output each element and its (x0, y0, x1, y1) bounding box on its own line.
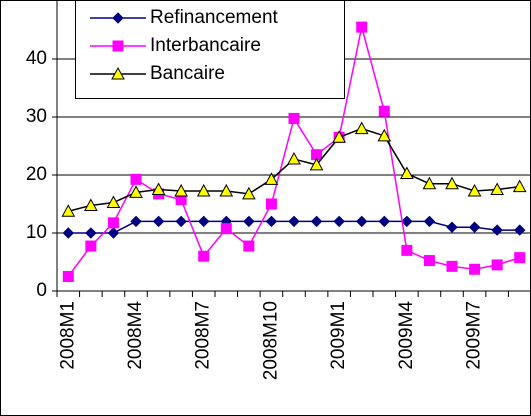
point (152, 215, 165, 228)
point (198, 250, 210, 262)
point (333, 215, 345, 228)
x-tick-label: 2009M7 (464, 301, 485, 370)
point (265, 198, 277, 210)
point (514, 224, 526, 236)
x-tick-label: 2008M1 (57, 301, 78, 370)
series (61, 121, 527, 217)
point (401, 244, 413, 256)
point (61, 204, 76, 217)
point (130, 173, 142, 185)
point (242, 186, 256, 200)
point (288, 215, 300, 228)
point (490, 182, 504, 195)
point (467, 183, 482, 197)
point (356, 21, 368, 33)
point (107, 227, 120, 239)
point (287, 152, 301, 165)
point (62, 271, 74, 282)
x-tick-label: 2008M10 (260, 301, 281, 380)
y-tick-label: 40 (26, 48, 47, 69)
point (62, 227, 74, 239)
point (491, 259, 503, 271)
legend: Refinancement Interbancaire Bancaire (75, 0, 345, 99)
point (469, 263, 481, 275)
point (174, 183, 188, 197)
point (264, 172, 279, 185)
point (514, 252, 526, 264)
point (401, 215, 413, 228)
point (130, 215, 142, 228)
point (196, 183, 211, 197)
series (62, 215, 526, 239)
point (85, 227, 97, 239)
point (310, 215, 323, 228)
point (423, 215, 436, 228)
point (468, 221, 481, 233)
point (354, 121, 369, 135)
point (378, 215, 390, 228)
point (106, 195, 121, 209)
x-tick-label: 2009M4 (396, 301, 417, 370)
y-tick-label: 20 (26, 164, 47, 185)
legend-marker (112, 12, 124, 24)
point (422, 176, 437, 190)
point (288, 112, 300, 124)
point (84, 198, 98, 211)
point (446, 260, 458, 272)
legend-label: Bancaire (150, 63, 225, 84)
x-tick-label: 2008M4 (125, 301, 146, 370)
point (332, 130, 346, 143)
point (151, 182, 166, 195)
point (423, 255, 435, 267)
point (175, 215, 187, 228)
point (85, 240, 97, 252)
point (446, 221, 458, 233)
x-tick-label: 2009M1 (328, 301, 349, 370)
legend-label: Refinancement (150, 7, 279, 28)
point (107, 217, 119, 229)
point (445, 176, 459, 190)
point (129, 185, 143, 198)
point (491, 224, 503, 236)
y-tick-label: 10 (26, 222, 47, 243)
point (309, 157, 324, 171)
point (198, 215, 210, 228)
x-tick-label: 2008M7 (193, 301, 214, 370)
point (400, 166, 414, 180)
point (356, 215, 368, 228)
point (219, 183, 234, 197)
point (378, 105, 390, 117)
point (243, 240, 255, 252)
y-tick-label: 0 (36, 280, 47, 301)
point (377, 128, 392, 142)
point (243, 215, 255, 228)
legend-label: Interbancaire (150, 35, 261, 56)
legend-marker (112, 40, 124, 52)
y-tick-label: 30 (26, 106, 47, 127)
point (265, 215, 278, 228)
point (220, 223, 232, 235)
legend-marker (111, 66, 125, 80)
point (512, 179, 527, 193)
